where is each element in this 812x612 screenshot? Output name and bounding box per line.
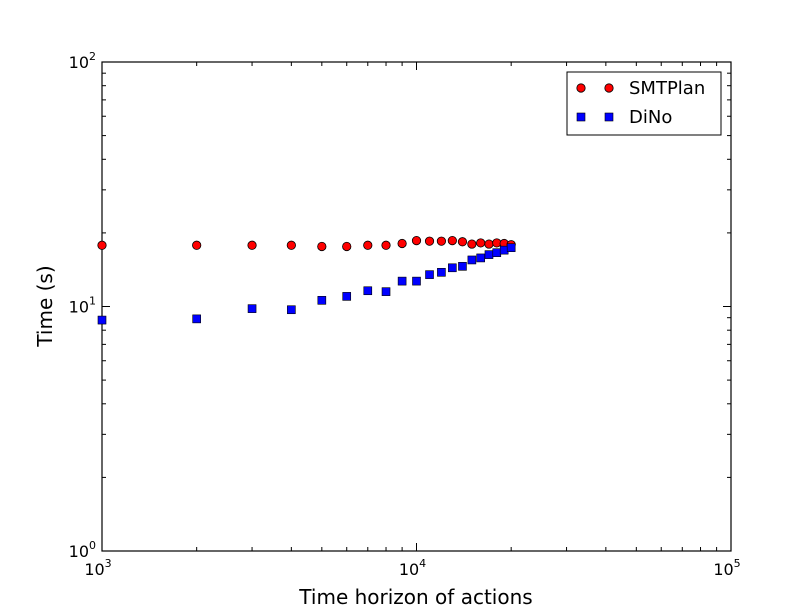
y-tick-label: 100: [69, 539, 96, 561]
smtplan-point: [476, 238, 486, 248]
dino-point: [363, 286, 373, 296]
legend-marker-smtplan: [576, 83, 586, 93]
smtplan-point: [397, 238, 407, 249]
legend: SMTPlan DiNo: [566, 71, 722, 136]
smtplan-point: [342, 241, 352, 252]
x-axis-label: Time horizon of actions: [298, 585, 532, 609]
x-tick-label: 103: [84, 557, 111, 579]
dino-point: [397, 276, 407, 286]
dino-point: [437, 267, 446, 277]
legend-item-dino: DiNo: [576, 107, 672, 128]
smtplan-point: [363, 240, 373, 250]
smtplan-point: [436, 236, 447, 246]
tick-labels: 103 104 105 100 101 102: [69, 50, 741, 579]
dino-point: [381, 287, 391, 296]
legend-box: [566, 71, 722, 136]
legend-label-dino: DiNo: [629, 107, 672, 128]
dino-point: [425, 270, 434, 279]
dino-point: [342, 292, 352, 301]
legend-item-smtplan: SMTPlan: [576, 78, 705, 99]
smtplan-point: [97, 240, 107, 250]
dino-point: [247, 304, 257, 313]
dino-point: [192, 314, 201, 324]
legend-marker-dino: [576, 112, 586, 122]
dino-point: [412, 276, 421, 286]
legend-marker-dino: [604, 112, 614, 122]
x-tick-label: 104: [399, 557, 426, 579]
dino-point: [97, 315, 107, 325]
dino-point: [506, 243, 516, 252]
smtplan-point: [286, 240, 296, 250]
dino-point: [458, 262, 467, 271]
smtplan-point: [192, 240, 202, 250]
dino-point: [448, 263, 457, 273]
smtplan-point: [317, 241, 327, 252]
smtplan-point: [457, 237, 468, 247]
dino-point: [467, 255, 477, 265]
y-axis-label: Time (s): [33, 265, 57, 347]
smtplan-point: [484, 239, 494, 249]
dino-point: [484, 250, 494, 259]
smtplan-point: [247, 240, 257, 250]
legend-marker-smtplan: [604, 83, 614, 93]
y-tick-label: 102: [69, 50, 96, 72]
plot-area: [101, 61, 732, 552]
smtplan-point: [447, 236, 457, 246]
smtplan-point: [381, 240, 391, 250]
legend-label-smtplan: SMTPlan: [629, 78, 705, 99]
smtplan-point: [424, 236, 435, 246]
dino-series: [97, 243, 516, 325]
major-ticks: [101, 61, 732, 552]
y-tick-label: 101: [69, 295, 96, 317]
minor-ticks: [102, 62, 731, 551]
data-points: [97, 236, 516, 325]
smtplan-point: [467, 239, 477, 249]
dino-point: [476, 253, 485, 263]
smtplan-point: [411, 236, 422, 246]
dino-point: [287, 305, 296, 315]
x-tick-label: 105: [713, 557, 740, 579]
dino-point: [317, 296, 327, 305]
dino-point: [492, 248, 502, 257]
